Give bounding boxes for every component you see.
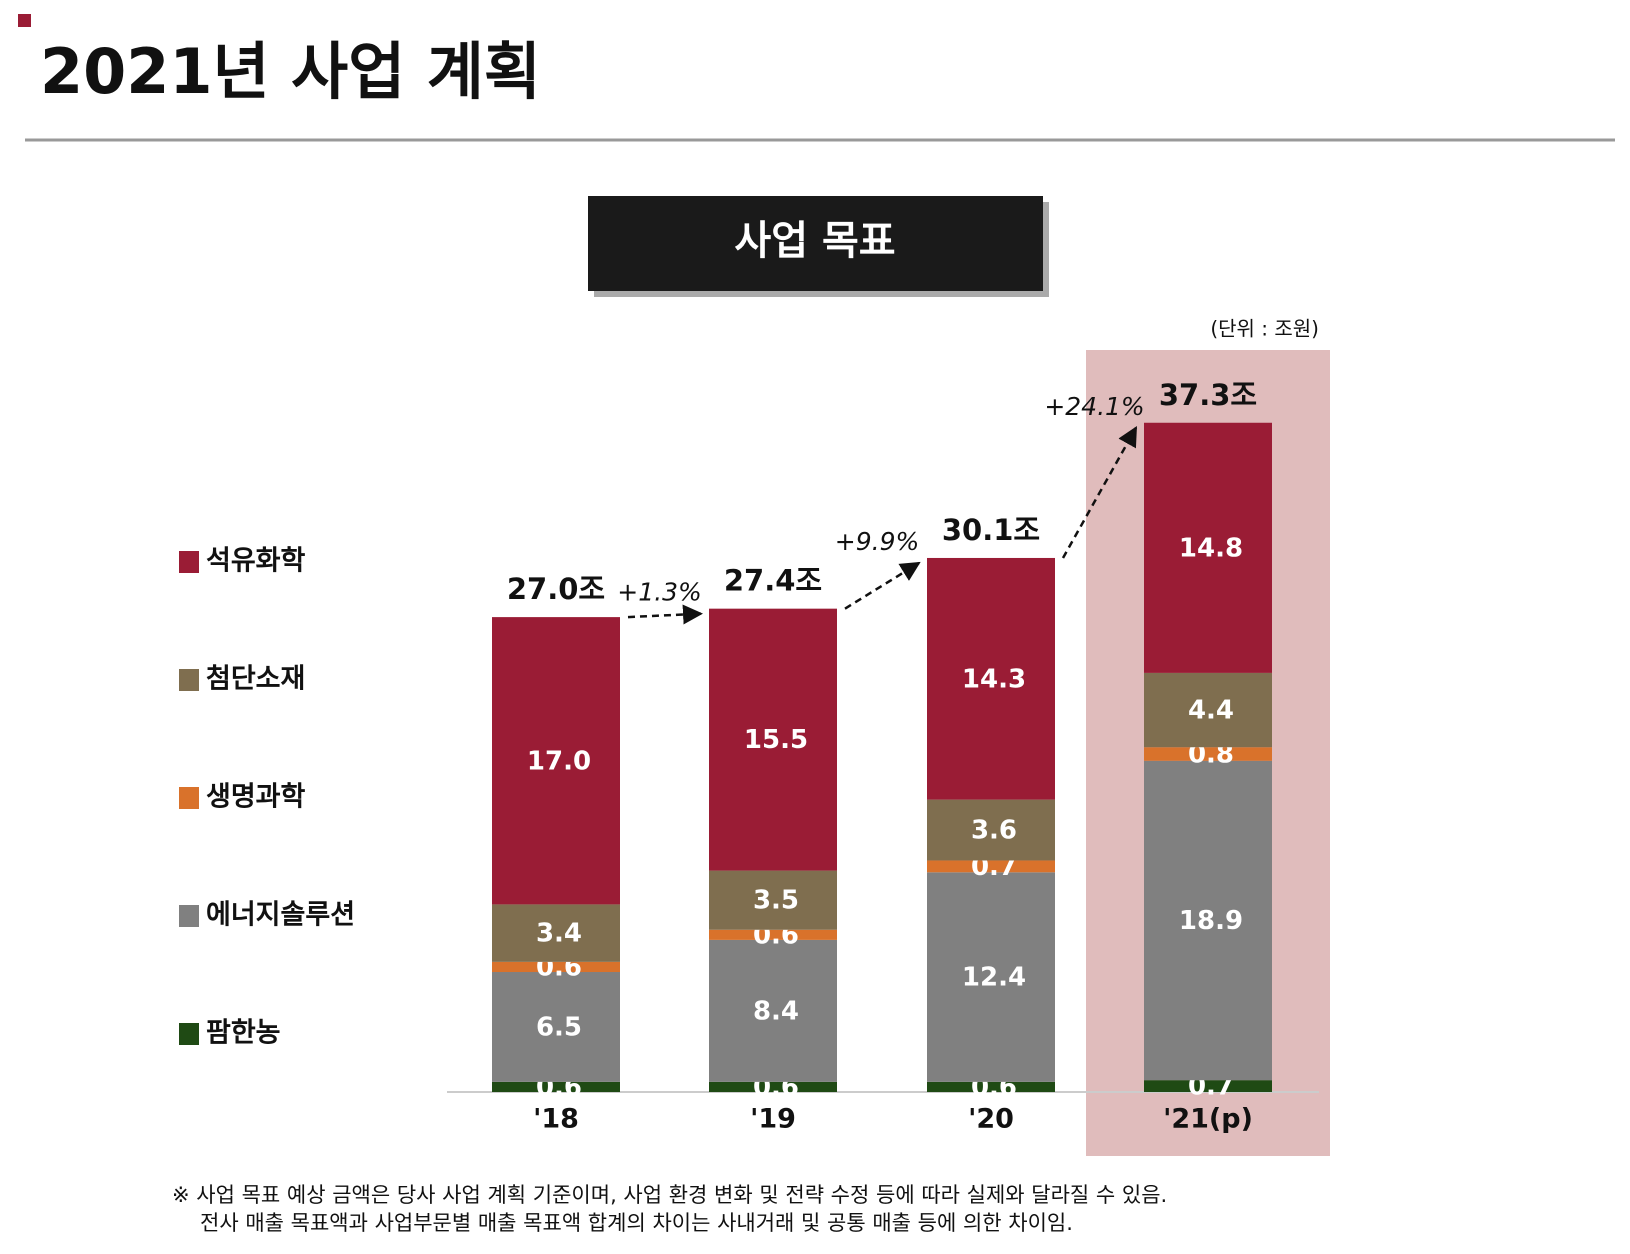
value-label: 17.0 xyxy=(527,746,591,776)
growth-label: +24.1% xyxy=(1044,392,1144,421)
x-tick-label: '18 xyxy=(533,1104,579,1135)
legend-swatch xyxy=(179,669,199,691)
value-label: 3.6 xyxy=(971,816,1017,846)
value-label: 3.5 xyxy=(753,886,799,916)
bar-segment xyxy=(927,872,1055,1082)
legend-swatch xyxy=(179,1023,199,1045)
legend-label: 생명과학 xyxy=(206,782,306,813)
value-label: 18.9 xyxy=(1179,906,1243,936)
value-label: 3.4 xyxy=(536,919,582,949)
growth-arrow xyxy=(844,561,921,610)
total-label: 27.0조 xyxy=(507,572,605,606)
unit-note: (단위 : 조원) xyxy=(1210,317,1319,341)
value-label: 15.5 xyxy=(744,725,808,755)
growth-arrow xyxy=(1061,426,1138,559)
legend-label: 석유화학 xyxy=(206,546,306,577)
footnote: ※ 사업 목표 예상 금액은 당사 사업 계획 기준이며, 사업 환경 변화 및… xyxy=(172,1183,1167,1207)
legend-swatch xyxy=(179,787,199,809)
bar-segment xyxy=(927,799,1055,861)
x-tick-label: '20 xyxy=(968,1104,1014,1135)
growth-label: +9.9% xyxy=(835,527,919,556)
value-label: 8.4 xyxy=(753,996,799,1026)
title-marker xyxy=(18,14,31,27)
bar-segment xyxy=(1144,672,1272,748)
bar-segment xyxy=(709,870,837,930)
bar-segment xyxy=(492,617,620,905)
legend-swatch xyxy=(179,905,199,927)
bar-segment xyxy=(709,939,837,1082)
slide-title: 2021년 사업 계획 xyxy=(40,35,541,108)
bar-segment xyxy=(1144,760,1272,1081)
bar-segment xyxy=(1144,422,1272,673)
bar-segment xyxy=(709,1081,837,1092)
bar-segment xyxy=(927,860,1055,873)
bar-segment xyxy=(1144,1080,1272,1092)
bar-segment xyxy=(492,1081,620,1092)
total-label: 27.4조 xyxy=(724,564,822,598)
total-label: 37.3조 xyxy=(1159,378,1257,412)
total-label: 30.1조 xyxy=(942,513,1040,547)
bar-segment xyxy=(492,961,620,973)
bar-segment xyxy=(492,904,620,962)
footnote: 전사 매출 목표액과 사업부문별 매출 목표액 합계의 차이는 사내거래 및 공… xyxy=(200,1211,1073,1235)
value-label: 12.4 xyxy=(962,963,1026,993)
bar-segment xyxy=(1144,747,1272,761)
growth-arrow xyxy=(627,604,703,625)
bar-segment xyxy=(927,1081,1055,1092)
value-label: 4.4 xyxy=(1188,696,1234,726)
legend-label: 팜한농 xyxy=(206,1018,281,1049)
subtitle-box xyxy=(588,196,1043,291)
value-label: 14.8 xyxy=(1179,533,1243,563)
legend-label: 에너지솔루션 xyxy=(206,900,355,931)
growth-label: +1.3% xyxy=(617,578,701,607)
subtitle: 사업 목표 xyxy=(734,218,895,264)
bar-segment xyxy=(492,972,620,1082)
bar-segment xyxy=(709,929,837,940)
value-label: 14.3 xyxy=(962,664,1026,694)
x-tick-label: '21(p) xyxy=(1163,1104,1253,1135)
bar-segment xyxy=(927,557,1055,800)
legend-label: 첨단소재 xyxy=(206,664,305,695)
x-tick-label: '19 xyxy=(750,1104,796,1135)
bar-segment xyxy=(709,608,837,871)
legend-swatch xyxy=(179,551,199,573)
value-label: 6.5 xyxy=(536,1012,582,1042)
